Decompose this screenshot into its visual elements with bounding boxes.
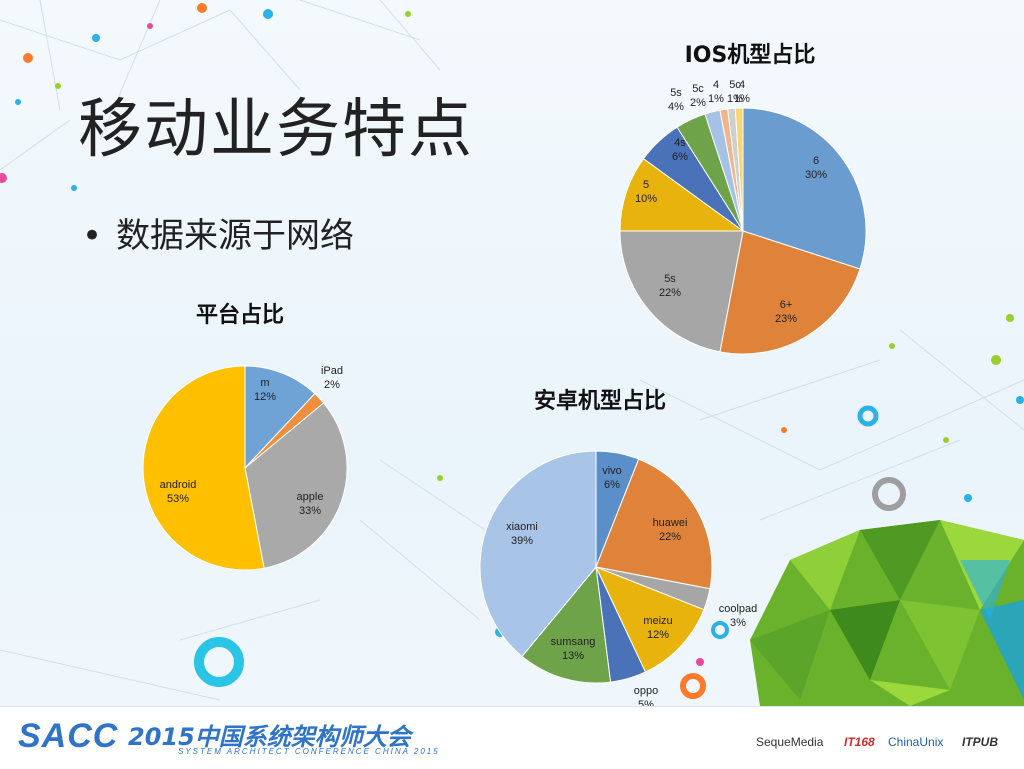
slice-percent-m: 12% (254, 391, 276, 403)
bullet-text: 数据来源于网络 (116, 216, 355, 256)
slice-percent-5s: 22% (659, 287, 681, 299)
ios-model-pie-chart: 6 30% 6+ 23% 5s 22% 5 10% 4s 6% 5s 4% 5c 2% 4 1% 5c 1% 4 1%… (619, 43, 867, 355)
sponsor-it168: IT168 (844, 735, 875, 749)
slice-percent-6: 30% (805, 169, 827, 181)
slice-label-6: 6 (813, 155, 819, 167)
slice-label-oppo: oppo (634, 685, 658, 697)
slice-label-android: android (160, 479, 197, 491)
sponsor-chinaunix: ChinaUnix (888, 735, 944, 749)
android-model-pie-chart: vivo6%huawei22%coolpad3%meizu12%oppo5%su… (479, 388, 758, 711)
slice-percent-5: 10% (635, 193, 657, 205)
pie-slice-xiaomi (479, 450, 597, 658)
slice-label-5: 5 (643, 179, 649, 191)
slice-percent-xiaomi: 39% (511, 535, 533, 547)
pie-slice-android (142, 365, 265, 571)
footer-bar: SACC 2015中国系统架构师大会 SYSTEM ARCHITECT CONF… (0, 706, 1024, 769)
pie-slice-5s (619, 230, 744, 353)
slide-title: 移动业务特点 (78, 93, 474, 167)
slice-percent-meizu: 12% (647, 629, 669, 641)
slice-percent-iPad: 2% (324, 379, 340, 391)
slice-label-5c: 5c (729, 79, 741, 91)
slice-percent-5c: 1% (727, 93, 743, 105)
chart-title: IOS机型占比 (685, 43, 816, 68)
slice-percent-coolpad: 3% (730, 617, 746, 629)
slice-percent-5c: 2% (690, 97, 706, 109)
slice-label-4: 4 (713, 79, 719, 91)
conference-name: 2015中国系统架构师大会 (128, 723, 411, 751)
bullet-dot: • (82, 216, 103, 256)
slice-label-iPad: iPad (321, 365, 343, 377)
sacc-logo: SACC (18, 717, 119, 755)
pie-slice-5 (619, 158, 745, 232)
slice-label-apple: apple (297, 491, 324, 503)
slice-percent-6+: 23% (775, 313, 797, 325)
pie-slice-6+ (719, 230, 861, 355)
slice-label-4: 4 (739, 79, 745, 91)
slice-label-5c: 5c (692, 83, 704, 95)
slice-percent-vivo: 6% (604, 479, 620, 491)
slice-label-vivo: vivo (602, 465, 622, 477)
chart-title: 安卓机型占比 (534, 388, 666, 414)
slice-label-5s: 5s (670, 87, 682, 99)
slice-label-coolpad: coolpad (719, 603, 758, 615)
slice-percent-5s: 4% (668, 101, 684, 113)
slice-label-meizu: meizu (643, 615, 672, 627)
pie-slice-apple (244, 402, 348, 569)
pie-slice-sumsang (521, 565, 612, 684)
slice-label-xiaomi: xiaomi (506, 521, 538, 533)
bullet-item: • 数据来源于网络 (82, 208, 354, 257)
slice-label-5s: 5s (664, 273, 676, 285)
pie-slice-meizu (595, 566, 705, 673)
pie-slice-huawei (595, 458, 713, 590)
slice-percent-4s: 6% (672, 151, 688, 163)
conference-subtitle: SYSTEM ARCHITECT CONFERENCE CHINA 2015 (178, 747, 440, 756)
chart-title: 平台占比 (196, 302, 284, 328)
pie-slice-6 (742, 107, 867, 270)
sponsor-sequemedia: SequeMedia (756, 735, 824, 749)
slice-percent-android: 53% (167, 493, 189, 505)
slice-percent-huawei: 22% (659, 531, 681, 543)
slice-percent-4: 1% (708, 93, 724, 105)
slice-percent-apple: 33% (299, 505, 321, 517)
slice-label-4s: 4s (674, 137, 686, 149)
slice-label-m: m (260, 377, 269, 389)
slice-label-sumsang: sumsang (551, 636, 596, 648)
pie-slice-m (244, 365, 316, 470)
slice-percent-4: 1% (734, 93, 750, 105)
sponsor-itpub: ITPUB (962, 735, 998, 749)
slice-percent-sumsang: 13% (562, 650, 584, 662)
slice-label-huawei: huawei (653, 517, 688, 529)
platform-pie-chart: m 12% iPad 2% apple 33% android 53% 平台占比 (142, 302, 348, 571)
slice-label-6+: 6+ (780, 299, 793, 311)
pie-slice-4 (734, 107, 744, 232)
